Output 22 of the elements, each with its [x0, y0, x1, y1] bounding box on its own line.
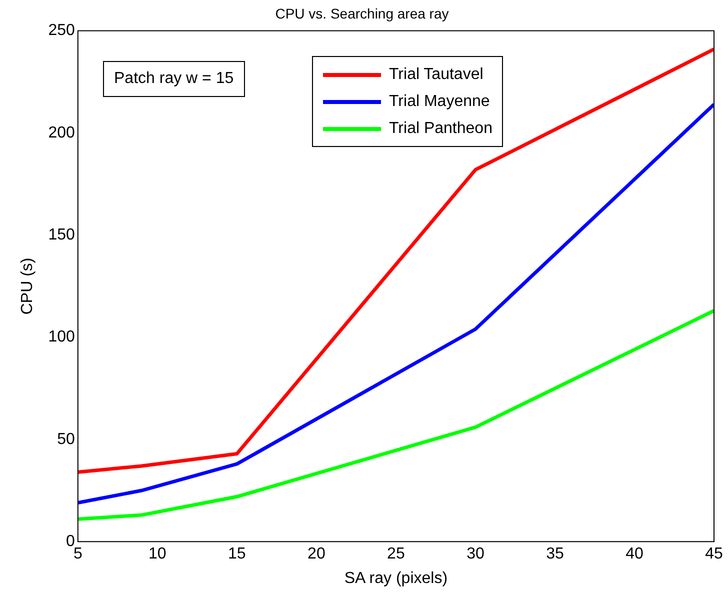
- y-tick-label: 100: [48, 328, 75, 346]
- y-tick-label: 150: [48, 226, 75, 244]
- y-tick-label: 200: [48, 124, 75, 142]
- x-tick-label: 5: [73, 546, 82, 563]
- x-tick-label: 20: [308, 546, 326, 563]
- y-tick-label: 50: [57, 430, 75, 448]
- y-axis-title: CPU (s): [19, 258, 36, 315]
- x-tick-label: 15: [228, 546, 246, 563]
- x-tick-label: 45: [705, 546, 723, 563]
- x-axis-title: SA ray (pixels): [344, 570, 448, 587]
- x-tick-label: 10: [148, 546, 166, 563]
- chart-title: CPU vs. Searching area ray: [275, 5, 449, 22]
- x-tick-label: 35: [546, 546, 564, 563]
- y-tick-label: 0: [66, 533, 75, 550]
- legend-label: Trial Tautavel: [389, 66, 484, 84]
- x-tick-label: 25: [387, 546, 405, 563]
- annotation: Patch ray w = 15: [103, 61, 245, 97]
- x-tick-label: 30: [466, 546, 484, 563]
- y-tick-label: 250: [48, 22, 75, 40]
- x-tick-label: 40: [626, 546, 644, 563]
- legend-label: Trial Pantheon: [389, 120, 492, 138]
- legend-label: Trial Mayenne: [389, 92, 490, 110]
